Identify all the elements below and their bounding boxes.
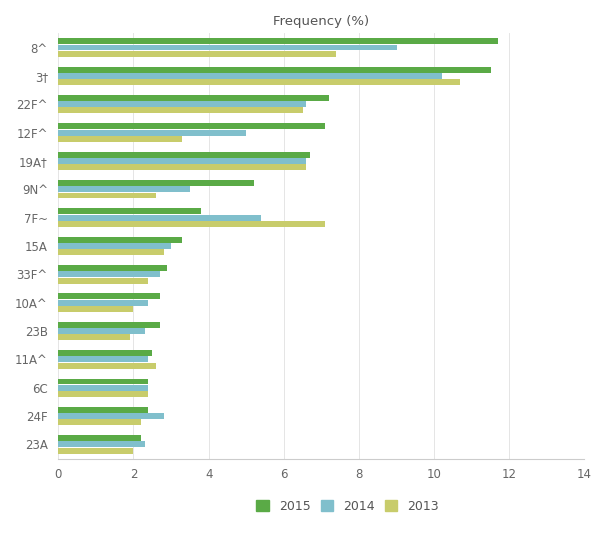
Bar: [58, 420, 141, 425]
Bar: [58, 435, 141, 441]
Bar: [58, 448, 134, 453]
Bar: [58, 350, 152, 356]
Bar: [58, 379, 149, 385]
Bar: [58, 123, 325, 129]
Bar: [58, 356, 149, 362]
Bar: [58, 186, 190, 192]
Legend: 2015, 2014, 2013: 2015, 2014, 2013: [251, 495, 444, 518]
Bar: [58, 67, 490, 73]
Bar: [58, 73, 442, 79]
Bar: [58, 328, 144, 334]
Bar: [58, 271, 160, 278]
Bar: [58, 391, 149, 397]
Bar: [58, 180, 254, 186]
Bar: [58, 101, 307, 107]
Bar: [58, 249, 163, 255]
Bar: [58, 306, 134, 312]
Bar: [58, 265, 168, 271]
Bar: [58, 334, 130, 340]
Bar: [58, 38, 498, 44]
Bar: [58, 130, 246, 135]
Bar: [58, 215, 261, 220]
Bar: [58, 51, 336, 57]
Bar: [58, 243, 171, 249]
Bar: [58, 152, 310, 158]
Bar: [58, 385, 149, 391]
Bar: [58, 300, 149, 306]
Bar: [58, 79, 461, 85]
Bar: [58, 44, 396, 51]
Bar: [58, 294, 160, 299]
Bar: [58, 441, 144, 447]
Bar: [58, 413, 163, 419]
Bar: [58, 221, 325, 227]
Bar: [58, 209, 201, 214]
Bar: [58, 136, 182, 142]
Bar: [58, 193, 156, 199]
Bar: [58, 278, 149, 284]
Bar: [58, 95, 329, 101]
Bar: [58, 407, 149, 413]
Bar: [58, 362, 156, 369]
Bar: [58, 108, 303, 113]
Bar: [58, 158, 307, 164]
Bar: [58, 164, 307, 170]
Bar: [58, 237, 182, 243]
Bar: [58, 322, 160, 328]
Title: Frequency (%): Frequency (%): [273, 15, 370, 28]
